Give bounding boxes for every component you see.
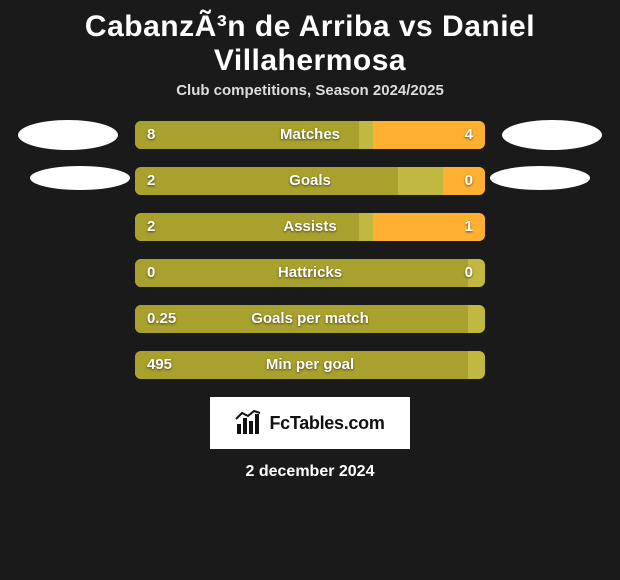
stat-label: Matches	[280, 121, 340, 149]
stat-bar: 0 0 Hattricks	[135, 259, 485, 287]
stat-row: 0.25 Goals per match	[10, 305, 610, 333]
player-oval-right	[490, 166, 590, 190]
stat-row: 495 Min per goal	[10, 351, 610, 379]
stat-bar: 0.25 Goals per match	[135, 305, 485, 333]
stat-row: 2 1 Assists	[10, 213, 610, 241]
stat-label: Hattricks	[278, 259, 342, 287]
stat-row: 0 0 Hattricks	[10, 259, 610, 287]
player-oval-right	[502, 120, 602, 150]
stat-value-right: 4	[465, 121, 473, 149]
stat-value-left: 2	[147, 167, 155, 195]
stat-label: Goals per match	[251, 305, 369, 333]
stat-value-right: 0	[465, 167, 473, 195]
brand-text: FcTables.com	[269, 413, 384, 434]
stat-value-left: 2	[147, 213, 155, 241]
stat-value-right: 1	[465, 213, 473, 241]
stat-label: Goals	[289, 167, 331, 195]
stat-label: Min per goal	[266, 351, 354, 379]
player-oval-left	[30, 166, 130, 190]
stat-bar: 2 0 Goals	[135, 167, 485, 195]
brand-chart-icon	[235, 410, 261, 436]
stat-bar: 495 Min per goal	[135, 351, 485, 379]
stat-bar: 2 1 Assists	[135, 213, 485, 241]
player-oval-left	[18, 120, 118, 150]
stat-value-left: 0.25	[147, 305, 176, 333]
stat-value-left: 495	[147, 351, 172, 379]
stat-label: Assists	[283, 213, 336, 241]
stat-row: 8 4 Matches	[10, 121, 610, 149]
stat-row: 2 0 Goals	[10, 167, 610, 195]
stat-value-left: 0	[147, 259, 155, 287]
stat-value-left: 8	[147, 121, 155, 149]
bar-left-fill	[135, 167, 398, 195]
stats-area: 8 4 Matches 2 0 Goals 2 1 Assists 0 0 Hattricks 0.25…	[0, 121, 620, 379]
stat-value-right: 0	[465, 259, 473, 287]
brand-badge: FcTables.com	[210, 397, 410, 449]
page-subtitle: Club competitions, Season 2024/2025	[0, 82, 620, 99]
stat-bar: 8 4 Matches	[135, 121, 485, 149]
page-title: CabanzÃ³n de Arriba vs Daniel Villahermo…	[0, 0, 620, 82]
date-label: 2 december 2024	[0, 463, 620, 481]
